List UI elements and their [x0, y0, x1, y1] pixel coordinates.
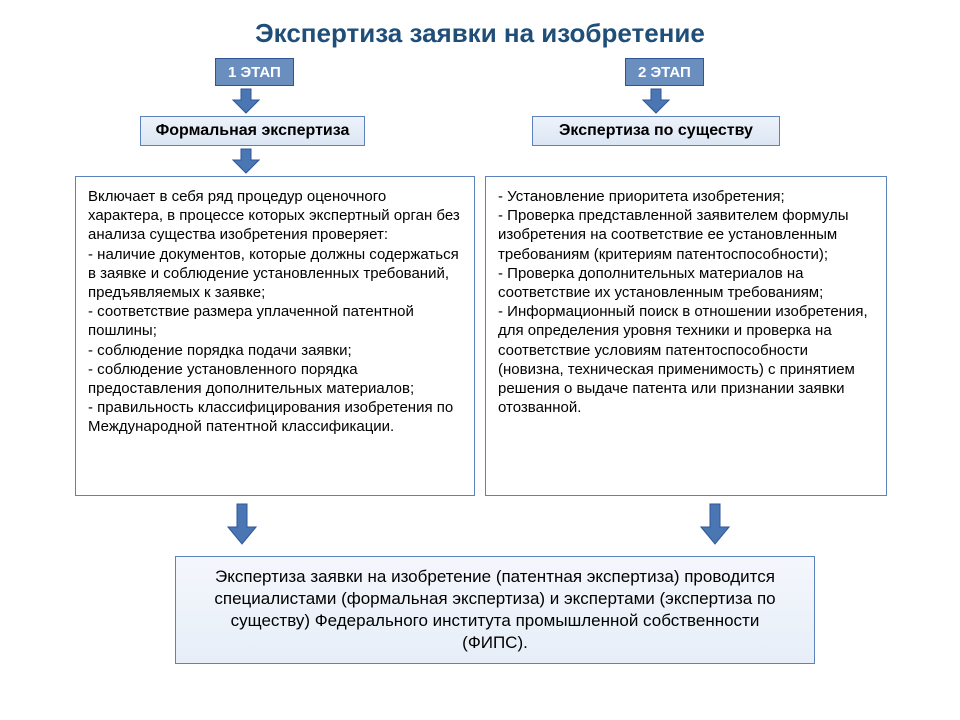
summary-box: Экспертиза заявки на изобретение (патент…	[175, 556, 815, 664]
substantive-expertise-body: - Установление приоритета изобретения; -…	[485, 176, 887, 496]
arrow-down-icon	[227, 503, 257, 545]
arrow-down-icon	[232, 88, 260, 114]
formal-expertise-body: Включает в себя ряд процедур оценочного …	[75, 176, 475, 496]
arrow-down-icon	[642, 88, 670, 114]
arrow-down-icon	[232, 148, 260, 174]
substantive-expertise-header: Экспертиза по существу	[532, 116, 780, 146]
arrow-down-icon	[700, 503, 730, 545]
stage-2-badge: 2 ЭТАП	[625, 58, 704, 86]
formal-expertise-header: Формальная экспертиза	[140, 116, 365, 146]
page-title: Экспертиза заявки на изобретение	[0, 18, 960, 49]
stage-1-badge: 1 ЭТАП	[215, 58, 294, 86]
